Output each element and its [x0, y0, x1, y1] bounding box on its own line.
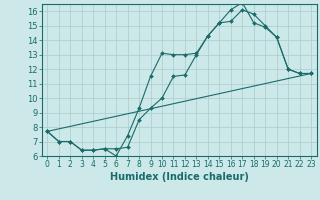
X-axis label: Humidex (Indice chaleur): Humidex (Indice chaleur): [110, 172, 249, 182]
